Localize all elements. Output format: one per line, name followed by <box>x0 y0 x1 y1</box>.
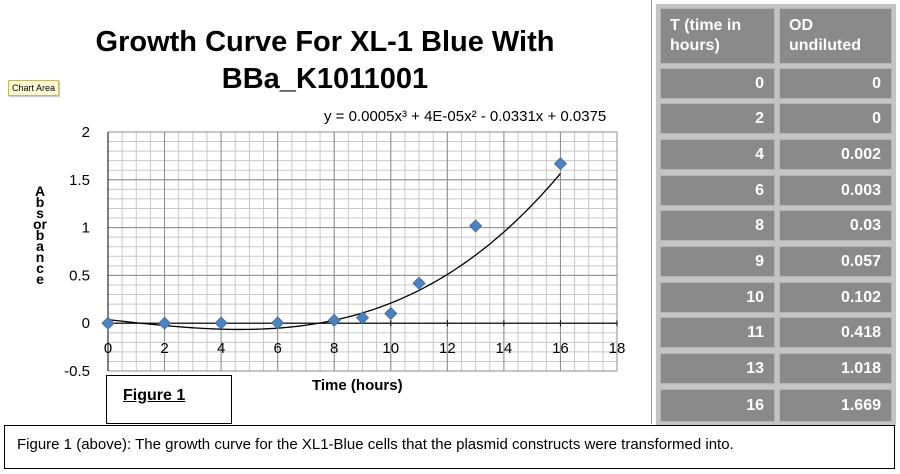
y-tick-label: 0 <box>82 315 90 332</box>
data-point <box>214 316 228 330</box>
data-point <box>355 311 370 325</box>
y-tick-label: -0.5 <box>64 363 90 380</box>
caption-box: Figure 1 (above): The growth curve for t… <box>4 425 895 469</box>
table-cell-od: 1.669 <box>779 389 892 422</box>
y-tick-label: 2 <box>82 124 90 141</box>
x-tick-label: 6 <box>273 340 281 357</box>
table-cell-time: 8 <box>660 210 775 241</box>
y-axis-label: Absorbance <box>33 183 47 287</box>
figure-label: Figure 1 <box>123 387 186 404</box>
y-tick-label: 1.5 <box>69 172 90 189</box>
figure-caption: Figure 1 (above): The growth curve for t… <box>17 436 734 453</box>
table-cell-time: 2 <box>660 103 775 134</box>
x-tick-label: 4 <box>217 340 225 357</box>
table-cell-od: 1.018 <box>779 353 892 384</box>
trendline-equation: y = 0.0005x³ + 4E-05x² - 0.0331x + 0.037… <box>324 108 607 125</box>
data-point <box>412 276 426 290</box>
table-cell-time: 4 <box>660 139 775 170</box>
x-tick-label: 18 <box>609 340 626 357</box>
data-point <box>101 316 115 330</box>
data-point <box>553 157 568 171</box>
data-point <box>157 316 172 330</box>
y-tick-label: 1 <box>82 220 90 237</box>
chart-panel: 0 2 4 6 8 10 12 14 16 18 -0.5 0 0.5 1 1.5 2 Growth Curv… <box>8 0 652 424</box>
table-cell-od: 0.102 <box>779 282 892 313</box>
table-cell-time: 10 <box>660 282 775 313</box>
chart-plot: 0 2 4 6 8 10 12 14 16 18 -0.5 0 0.5 1 1.5 2 <box>64 124 626 380</box>
table-cell-time: 6 <box>660 175 775 206</box>
table-header-time: T (time in hours) <box>660 8 775 64</box>
table-cell-od: 0.002 <box>779 139 892 170</box>
x-tick-label: 2 <box>160 340 168 357</box>
chart-title: Growth Curve For XL-1 Blue With BBa_K101… <box>95 26 555 95</box>
table-cell-od: 0.418 <box>779 317 892 348</box>
chart-area-tooltip: Chart Area <box>8 80 60 96</box>
table-cell-od: 0.057 <box>779 246 892 277</box>
table-header-od: OD undiluted <box>779 8 892 64</box>
x-tick-label: 10 <box>382 340 399 357</box>
x-tick-label: 16 <box>552 340 569 357</box>
data-point <box>469 219 483 233</box>
x-tick-label: 12 <box>439 340 456 357</box>
table-cell-time: 16 <box>660 389 775 422</box>
x-tick-label: 0 <box>104 340 112 357</box>
y-tick-label: 0.5 <box>69 267 90 284</box>
x-tick-label: 14 <box>496 340 513 357</box>
data-table: T (time in hours) OD undiluted 0 0 2 0 4… <box>656 4 896 426</box>
data-point <box>327 313 341 327</box>
data-point <box>384 306 398 321</box>
x-tick-label: 8 <box>330 340 338 357</box>
table-cell-time: 9 <box>660 246 775 277</box>
table-cell-od: 0 <box>779 68 892 99</box>
table-cell-od: 0.03 <box>779 210 892 241</box>
table-cell-od: 0.003 <box>779 175 892 206</box>
table-cell-time: 0 <box>660 68 775 99</box>
x-axis-label: Time (hours) <box>312 377 403 394</box>
table-cell-od: 0 <box>779 103 892 134</box>
table-cell-time: 11 <box>660 317 775 348</box>
data-point <box>271 316 285 330</box>
table-cell-time: 13 <box>660 353 775 384</box>
figure-label-box: Figure 1 <box>106 375 232 424</box>
